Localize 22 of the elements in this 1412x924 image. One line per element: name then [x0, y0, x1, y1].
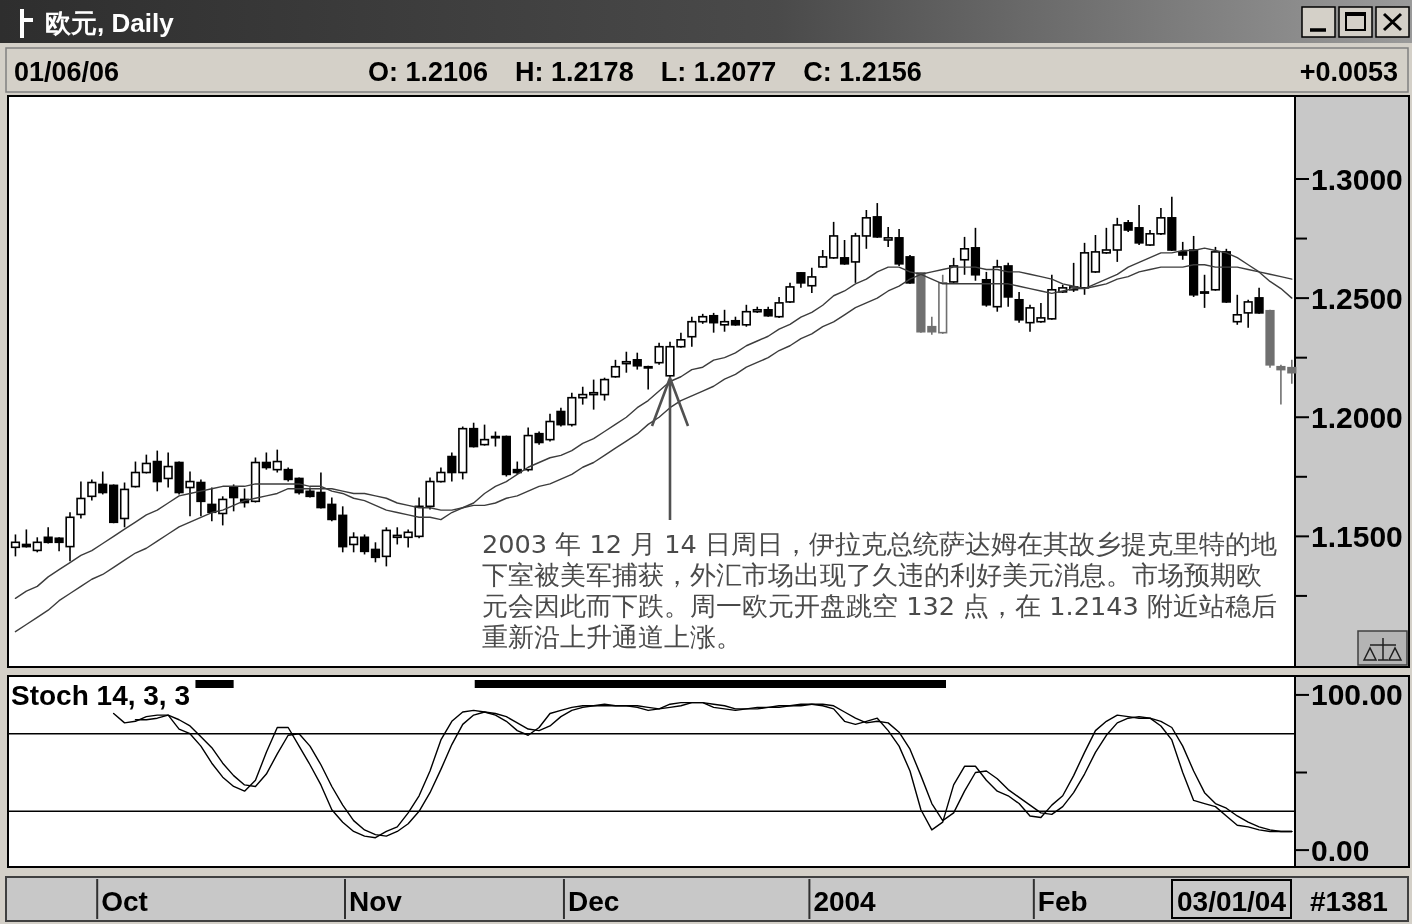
x-tick-label: 2004: [813, 886, 877, 917]
y-tick-label: 1.3000: [1311, 162, 1403, 196]
text: +0.0053: [1299, 57, 1398, 87]
text: C: 1.2156: [803, 57, 922, 87]
y-tick-label: 100.00: [1311, 678, 1403, 712]
text: O: 1.2106: [368, 57, 489, 87]
x-tick-label: Nov: [349, 886, 403, 917]
text: 03/01/04: [1177, 886, 1287, 917]
text: L: 1.2077: [660, 57, 777, 87]
text: H: 1.2178: [515, 57, 634, 87]
text: 01/06/06: [14, 57, 120, 87]
annotation: 2003 年 12 月 14 日周日，伊拉克总统萨达姆在其故乡提克里特的地下室被美军捕获，外汇市场出现了久违的利好美元消息。市场预期欧元会因此而下跌。周一欧元开盘跳空 132 点，在 1.2143 附近站稳后重新沿上升通道上涨。: [482, 529, 1277, 652]
x-tick-label: Oct: [101, 886, 148, 917]
y-tick-label: 0.00: [1311, 833, 1370, 867]
chart-title: 欧元, Daily: [45, 8, 175, 38]
y-tick-label: 1.1500: [1311, 519, 1403, 553]
text: #1381: [1310, 886, 1388, 917]
x-tick-label: Dec: [567, 886, 620, 917]
y-tick-label: 1.2000: [1311, 400, 1403, 434]
chart-title: Stoch 14, 3, 3: [11, 680, 190, 711]
x-tick-label: Feb: [1037, 886, 1088, 917]
y-tick-label: 1.2500: [1311, 281, 1403, 315]
